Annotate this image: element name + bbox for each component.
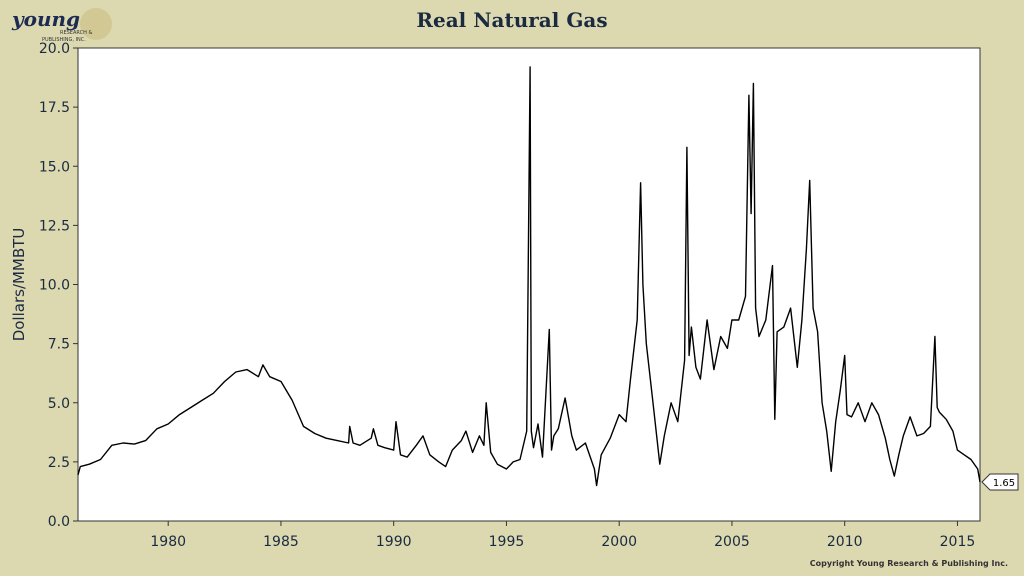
logo-line2: RESEARCH &: [60, 30, 92, 36]
x-tick-label: 2005: [714, 534, 750, 550]
x-axis: 1980 1985 1990 1995 2000 2005 2010 2015: [150, 521, 975, 550]
logo-globe-icon: [80, 8, 112, 40]
last-value-label: 1.65: [981, 473, 1019, 491]
series-line-real-natural-gas: [77, 66, 981, 487]
y-axis-label: Dollars/MMBTU: [10, 228, 28, 342]
y-axis: 0.0 2.5 5.0 7.5 10.0 12.5 15.0 17.5 20.0: [39, 41, 78, 530]
y-tick-label: 2.5: [48, 455, 70, 471]
x-tick-label: 2000: [601, 534, 637, 550]
y-tick-label: 7.5: [48, 337, 70, 353]
y-tick-label: 10.0: [39, 278, 70, 294]
y-tick-label: 20.0: [39, 41, 70, 57]
x-tick-label: 1990: [376, 534, 412, 550]
x-tick-label: 2015: [940, 534, 976, 550]
x-tick-label: 1980: [150, 534, 186, 550]
y-tick-label: 12.5: [39, 218, 70, 234]
y-tick-label: 15.0: [39, 159, 70, 175]
chart-title: Real Natural Gas: [416, 8, 608, 32]
young-research-logo: young RESEARCH & PUBLISHING, INC.: [11, 7, 112, 43]
y-tick-label: 17.5: [39, 100, 70, 116]
logo-wordmark: young: [11, 7, 80, 31]
y-tick-label: 0.0: [48, 514, 70, 530]
x-tick-label: 1995: [489, 534, 525, 550]
x-tick-label: 2010: [827, 534, 863, 550]
copyright-notice: Copyright Young Research & Publishing In…: [809, 559, 1008, 568]
y-tick-label: 5.0: [48, 396, 70, 412]
x-tick-label: 1985: [263, 534, 299, 550]
last-value-tag: [981, 473, 1019, 491]
last-value-text: 1.65: [993, 478, 1015, 489]
logo-line3: PUBLISHING, INC.: [42, 37, 86, 43]
